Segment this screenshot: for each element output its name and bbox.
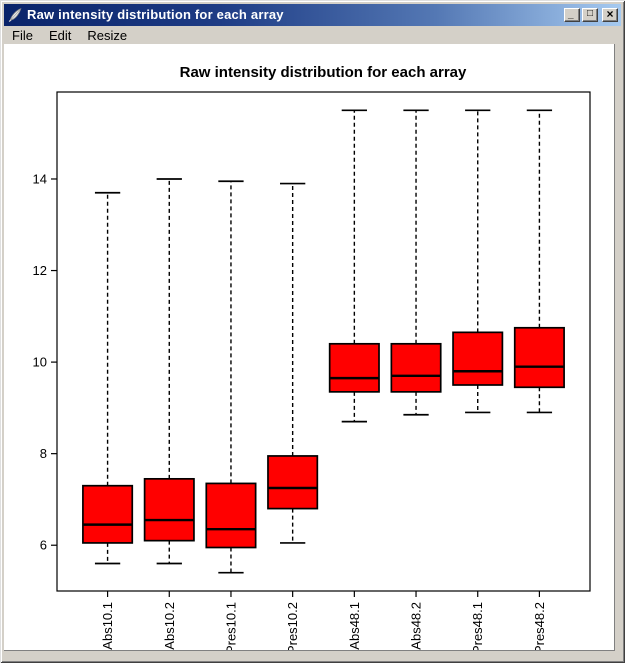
y-tick-label: 6 [40, 538, 47, 553]
maximize-icon: □ [586, 8, 594, 19]
x-tick-label: Abs48.1 [347, 602, 362, 650]
y-tick-label: 14 [33, 171, 47, 186]
x-tick-label: Abs48.2 [409, 602, 424, 650]
x-tick-label: Pres48.2 [532, 602, 547, 650]
minimize-icon: _ [568, 9, 574, 20]
close-icon: × [606, 7, 614, 21]
box-Pres48.2 [513, 326, 565, 389]
window-title: Raw intensity distribution for each arra… [27, 7, 284, 22]
y-tick-label: 10 [33, 355, 47, 370]
x-tick-label: Abs10.1 [100, 602, 115, 650]
close-button[interactable]: × [602, 8, 618, 22]
r-feather-icon [7, 7, 23, 23]
box-Pres10.1 [205, 482, 257, 549]
titlebar[interactable]: Raw intensity distribution for each arra… [4, 4, 621, 26]
box-Abs10.1 [82, 484, 134, 544]
menubar: File Edit Resize [4, 26, 621, 44]
box-Pres48.1 [452, 331, 504, 386]
menu-edit[interactable]: Edit [48, 27, 72, 43]
y-tick-label: 12 [33, 263, 47, 278]
plot-canvas: Raw intensity distribution for each arra… [4, 44, 615, 654]
x-tick-label: Pres48.1 [470, 602, 485, 650]
y-tick-label: 8 [40, 446, 47, 461]
box-Abs10.2 [143, 477, 195, 542]
menu-resize[interactable]: Resize [87, 27, 128, 43]
minimize-button[interactable]: _ [564, 8, 580, 22]
x-tick-label: Pres10.2 [285, 602, 300, 650]
x-tick-label: Pres10.1 [223, 602, 238, 650]
maximize-button[interactable]: □ [582, 8, 598, 22]
box-Pres10.2 [267, 455, 319, 510]
x-tick-label: Abs10.2 [162, 602, 177, 650]
plot-frame [56, 91, 591, 592]
boxplot-chart: Raw intensity distribution for each arra… [33, 64, 591, 654]
menu-file[interactable]: File [12, 27, 33, 43]
box-Abs48.2 [390, 342, 442, 393]
plot-title: Raw intensity distribution for each arra… [180, 64, 467, 81]
window-controls: _ □ × [564, 8, 618, 22]
box-Abs48.1 [328, 342, 380, 393]
